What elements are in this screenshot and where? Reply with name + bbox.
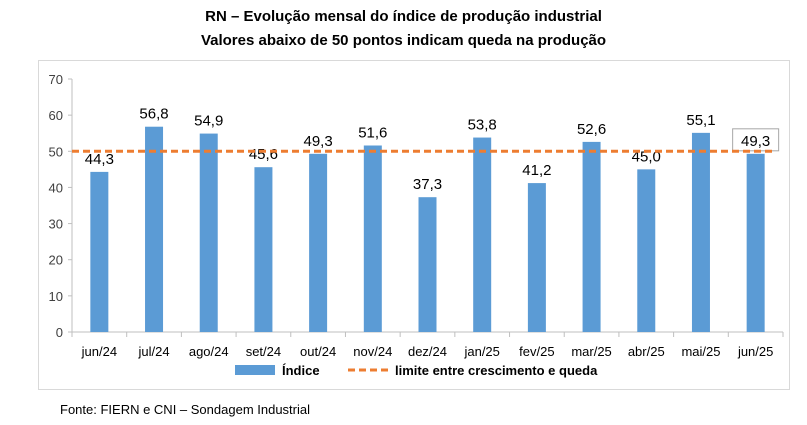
bar xyxy=(582,141,601,332)
data-label: 41,2 xyxy=(522,162,551,179)
chart-subtitle: Valores abaixo de 50 pontos indicam qued… xyxy=(200,32,607,49)
y-tick-label: 70 xyxy=(49,72,63,87)
legend-label-limite: limite entre crescimento e queda xyxy=(395,363,598,378)
data-label: 54,9 xyxy=(194,113,223,130)
bar xyxy=(473,137,492,332)
data-label: 56,8 xyxy=(139,106,168,123)
x-tick-label: jan/25 xyxy=(463,344,499,359)
x-tick-label: abr/25 xyxy=(628,344,665,359)
x-tick-label: jun/24 xyxy=(81,344,117,359)
data-label: 37,3 xyxy=(413,176,442,193)
bar xyxy=(418,197,437,332)
x-tick-label: out/24 xyxy=(300,344,336,359)
x-tick-label: dez/24 xyxy=(408,344,447,359)
data-label: 49,3 xyxy=(741,133,770,150)
y-tick-label: 60 xyxy=(49,108,63,123)
bar xyxy=(746,153,765,332)
data-label: 44,3 xyxy=(85,151,114,168)
y-tick-label: 10 xyxy=(49,289,63,304)
bar xyxy=(637,169,656,332)
y-tick-label: 20 xyxy=(49,253,63,268)
x-tick-label: jul/24 xyxy=(137,344,169,359)
bar xyxy=(309,153,328,332)
data-label: 51,6 xyxy=(358,125,387,142)
x-tick-label: nov/24 xyxy=(353,344,392,359)
bar xyxy=(199,133,218,332)
bar xyxy=(145,126,164,332)
y-tick-label: 0 xyxy=(56,325,63,340)
bar xyxy=(254,167,273,332)
x-tick-label: mar/25 xyxy=(571,344,611,359)
x-tick-label: ago/24 xyxy=(189,344,229,359)
data-label: 53,8 xyxy=(468,117,497,134)
bar xyxy=(90,171,109,332)
y-tick-label: 40 xyxy=(49,180,63,195)
bar xyxy=(527,183,546,332)
data-label: 45,6 xyxy=(249,146,278,163)
chart-frame xyxy=(38,60,790,390)
x-tick-label: mai/25 xyxy=(681,344,720,359)
legend-label-indice: Índice xyxy=(282,363,320,378)
chart-title: RN – Evolução mensal do índice de produç… xyxy=(205,8,602,25)
x-tick-label: jun/25 xyxy=(737,344,773,359)
bar-chart: 0 10 20 30 40 50 60 70 jun/24 44,3 jul/24 56,8 ago/2… xyxy=(49,72,784,378)
y-tick-label: 30 xyxy=(49,217,63,232)
legend-swatch-indice xyxy=(235,365,275,375)
bar xyxy=(363,145,382,332)
source-note: Fonte: FIERN e CNI – Sondagem Industrial xyxy=(60,402,311,417)
data-label: 49,3 xyxy=(304,133,333,150)
x-tick-label: set/24 xyxy=(246,344,281,359)
bar xyxy=(691,132,710,332)
y-tick-label: 50 xyxy=(49,144,63,159)
data-label: 52,6 xyxy=(577,121,606,138)
data-label: 55,1 xyxy=(686,112,715,129)
x-tick-label: fev/25 xyxy=(519,344,554,359)
